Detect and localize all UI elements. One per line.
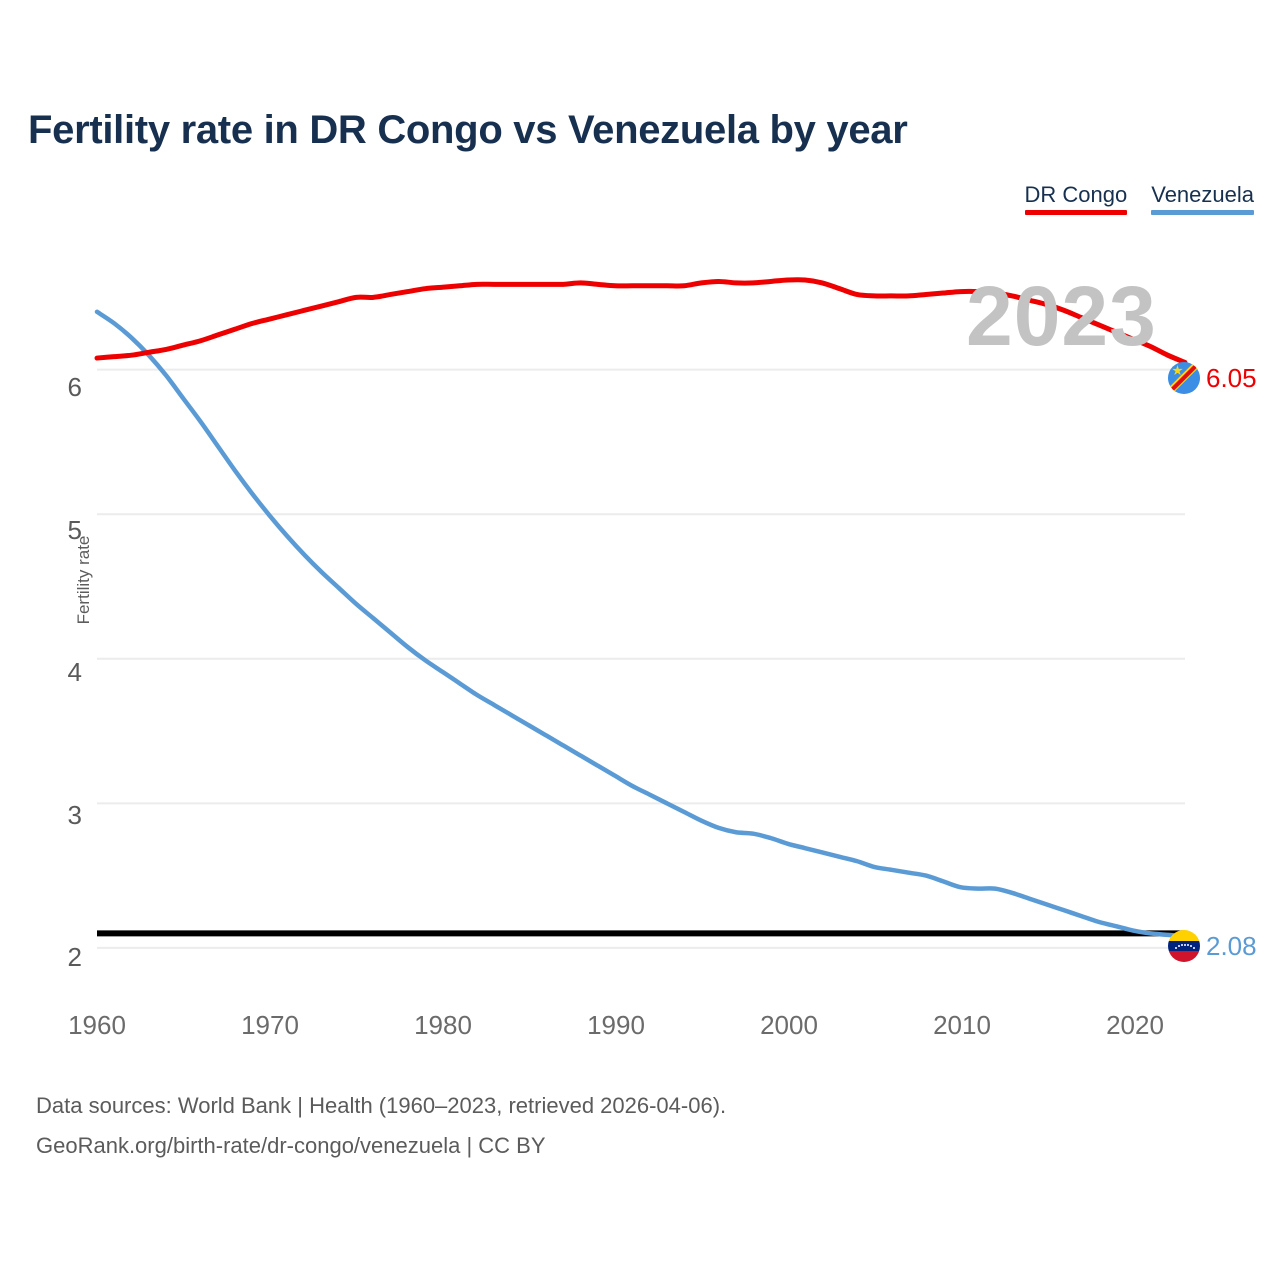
x-tick-1970: 1970: [241, 1010, 299, 1040]
gridlines: [97, 368, 1185, 949]
legend-label-venezuela: Venezuela: [1151, 182, 1254, 207]
y-tick-4: 4: [67, 657, 82, 687]
footer-attribution: GeoRank.org/birth-rate/dr-congo/venezuel…: [36, 1133, 546, 1158]
line-series-dr-congo: [94, 277, 1188, 365]
year-watermark: 2023: [966, 269, 1157, 363]
y-tick-3: 3: [67, 800, 82, 830]
x-tick-2020: 2020: [1106, 1010, 1164, 1040]
endpoint-value-venezuela: 2.08: [1206, 930, 1257, 961]
endpoint-dr-congo: 6.05: [1168, 362, 1257, 394]
x-tick-1960: 1960: [68, 1010, 126, 1040]
y-axis-title: Fertility rate: [74, 535, 93, 625]
line-series-venezuela: [94, 309, 1188, 939]
chart-footer: Data sources: World Bank | Health (1960–…: [36, 1086, 726, 1166]
footer-data-sources: Data sources: World Bank | Health (1960–…: [36, 1093, 727, 1118]
x-tick-2000: 2000: [760, 1010, 818, 1040]
chart-canvas: [94, 277, 1188, 949]
legend-item-venezuela[interactable]: Venezuela: [1151, 182, 1254, 215]
y-tick-2: 2: [67, 942, 82, 972]
venezuela-flag-icon: [1168, 930, 1200, 962]
legend-item-dr-congo[interactable]: DR Congo: [1024, 182, 1128, 215]
x-tick-1980: 1980: [414, 1010, 472, 1040]
y-tick-6: 6: [67, 372, 82, 402]
x-tick-1990: 1990: [587, 1010, 645, 1040]
y-tick-5: 5: [67, 515, 82, 545]
legend-label-dr-congo: DR Congo: [1024, 182, 1128, 207]
endpoint-venezuela: 2.08: [1168, 930, 1257, 962]
chart-legend: DR Congo Venezuela: [1024, 182, 1254, 215]
dr-congo-flag-icon: [1168, 362, 1200, 394]
x-tick-2010: 2010: [933, 1010, 991, 1040]
legend-swatch-dr-congo: [1024, 210, 1128, 215]
legend-swatch-venezuela: [1151, 210, 1254, 215]
page-title: Fertility rate in DR Congo vs Venezuela …: [28, 108, 908, 152]
chart-plot-area: Fertility rate 6 5 4 3 2 1960 1970 1980 …: [67, 269, 1257, 1040]
endpoint-value-dr-congo: 6.05: [1206, 362, 1257, 393]
